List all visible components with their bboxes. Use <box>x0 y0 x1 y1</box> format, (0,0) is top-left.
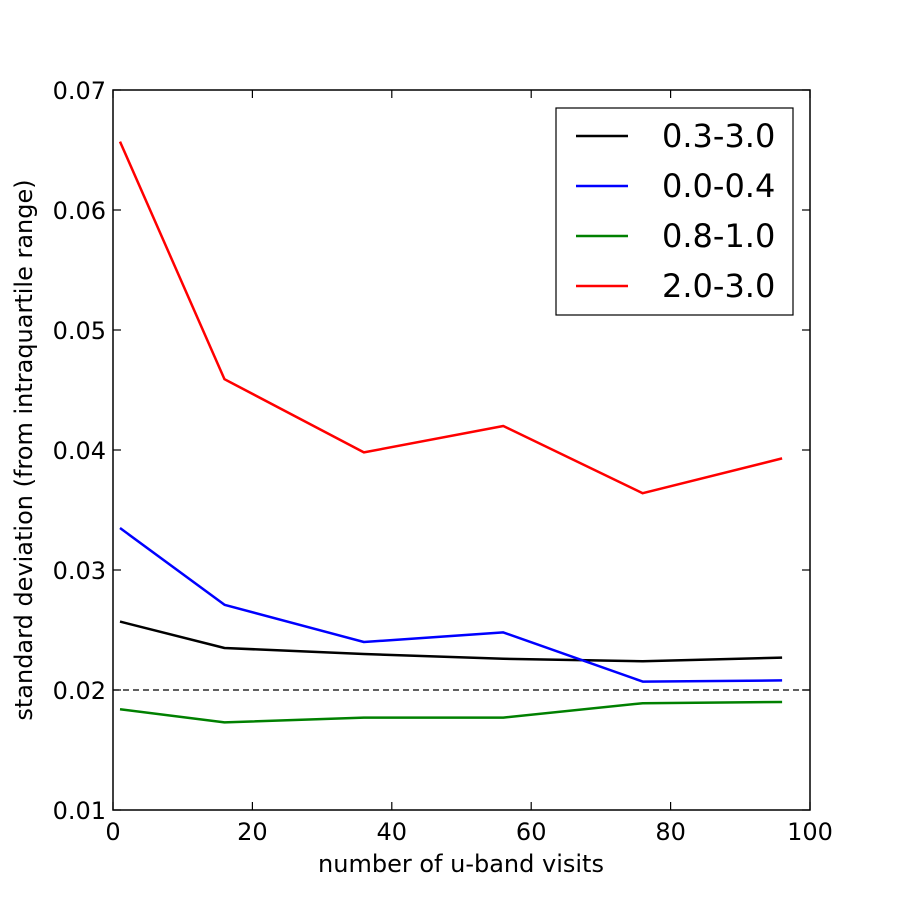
y-tick-label: 0.01 <box>53 797 106 825</box>
x-tick-label: 0 <box>105 818 120 846</box>
tick-layer: 0 20 40 60 80 100 0.01 0.02 0.03 0.04 0.05 0.06 0.07 <box>53 77 833 846</box>
y-tick-label: 0.04 <box>53 437 106 465</box>
y-tick-label: 0.05 <box>53 317 106 345</box>
y-tick-label: 0.02 <box>53 677 106 705</box>
legend-label: 2.0-3.0 <box>662 267 775 305</box>
series-line-0.3-3.0 <box>119 620 783 663</box>
y-tick-label: 0.06 <box>53 197 106 225</box>
series-line-0.0-0.4 <box>119 526 783 683</box>
x-tick-label: 20 <box>237 818 268 846</box>
series-layer <box>113 141 810 724</box>
y-tick-label: 0.07 <box>53 77 106 105</box>
legend-box <box>555 107 794 316</box>
x-axis-label: number of u-band visits <box>318 850 604 878</box>
y-tick-label: 0.03 <box>53 557 106 585</box>
series-line-2.0-3.0 <box>118 141 783 495</box>
x-tick-label: 80 <box>655 818 686 846</box>
legend-label: 0.0-0.4 <box>662 167 775 205</box>
legend-label: 0.8-1.0 <box>662 217 775 255</box>
legend-label: 0.3-3.0 <box>662 117 775 155</box>
y-axis-label: standard deviation (from intraquartile r… <box>10 179 38 720</box>
x-tick-label: 100 <box>787 818 833 846</box>
x-tick-label: 40 <box>377 818 408 846</box>
series-line-0.8-1.0 <box>119 700 783 724</box>
x-tick-label: 60 <box>516 818 547 846</box>
legend: 0.3-3.0 0.0-0.4 0.8-1.0 2.0-3.0 <box>555 107 794 316</box>
